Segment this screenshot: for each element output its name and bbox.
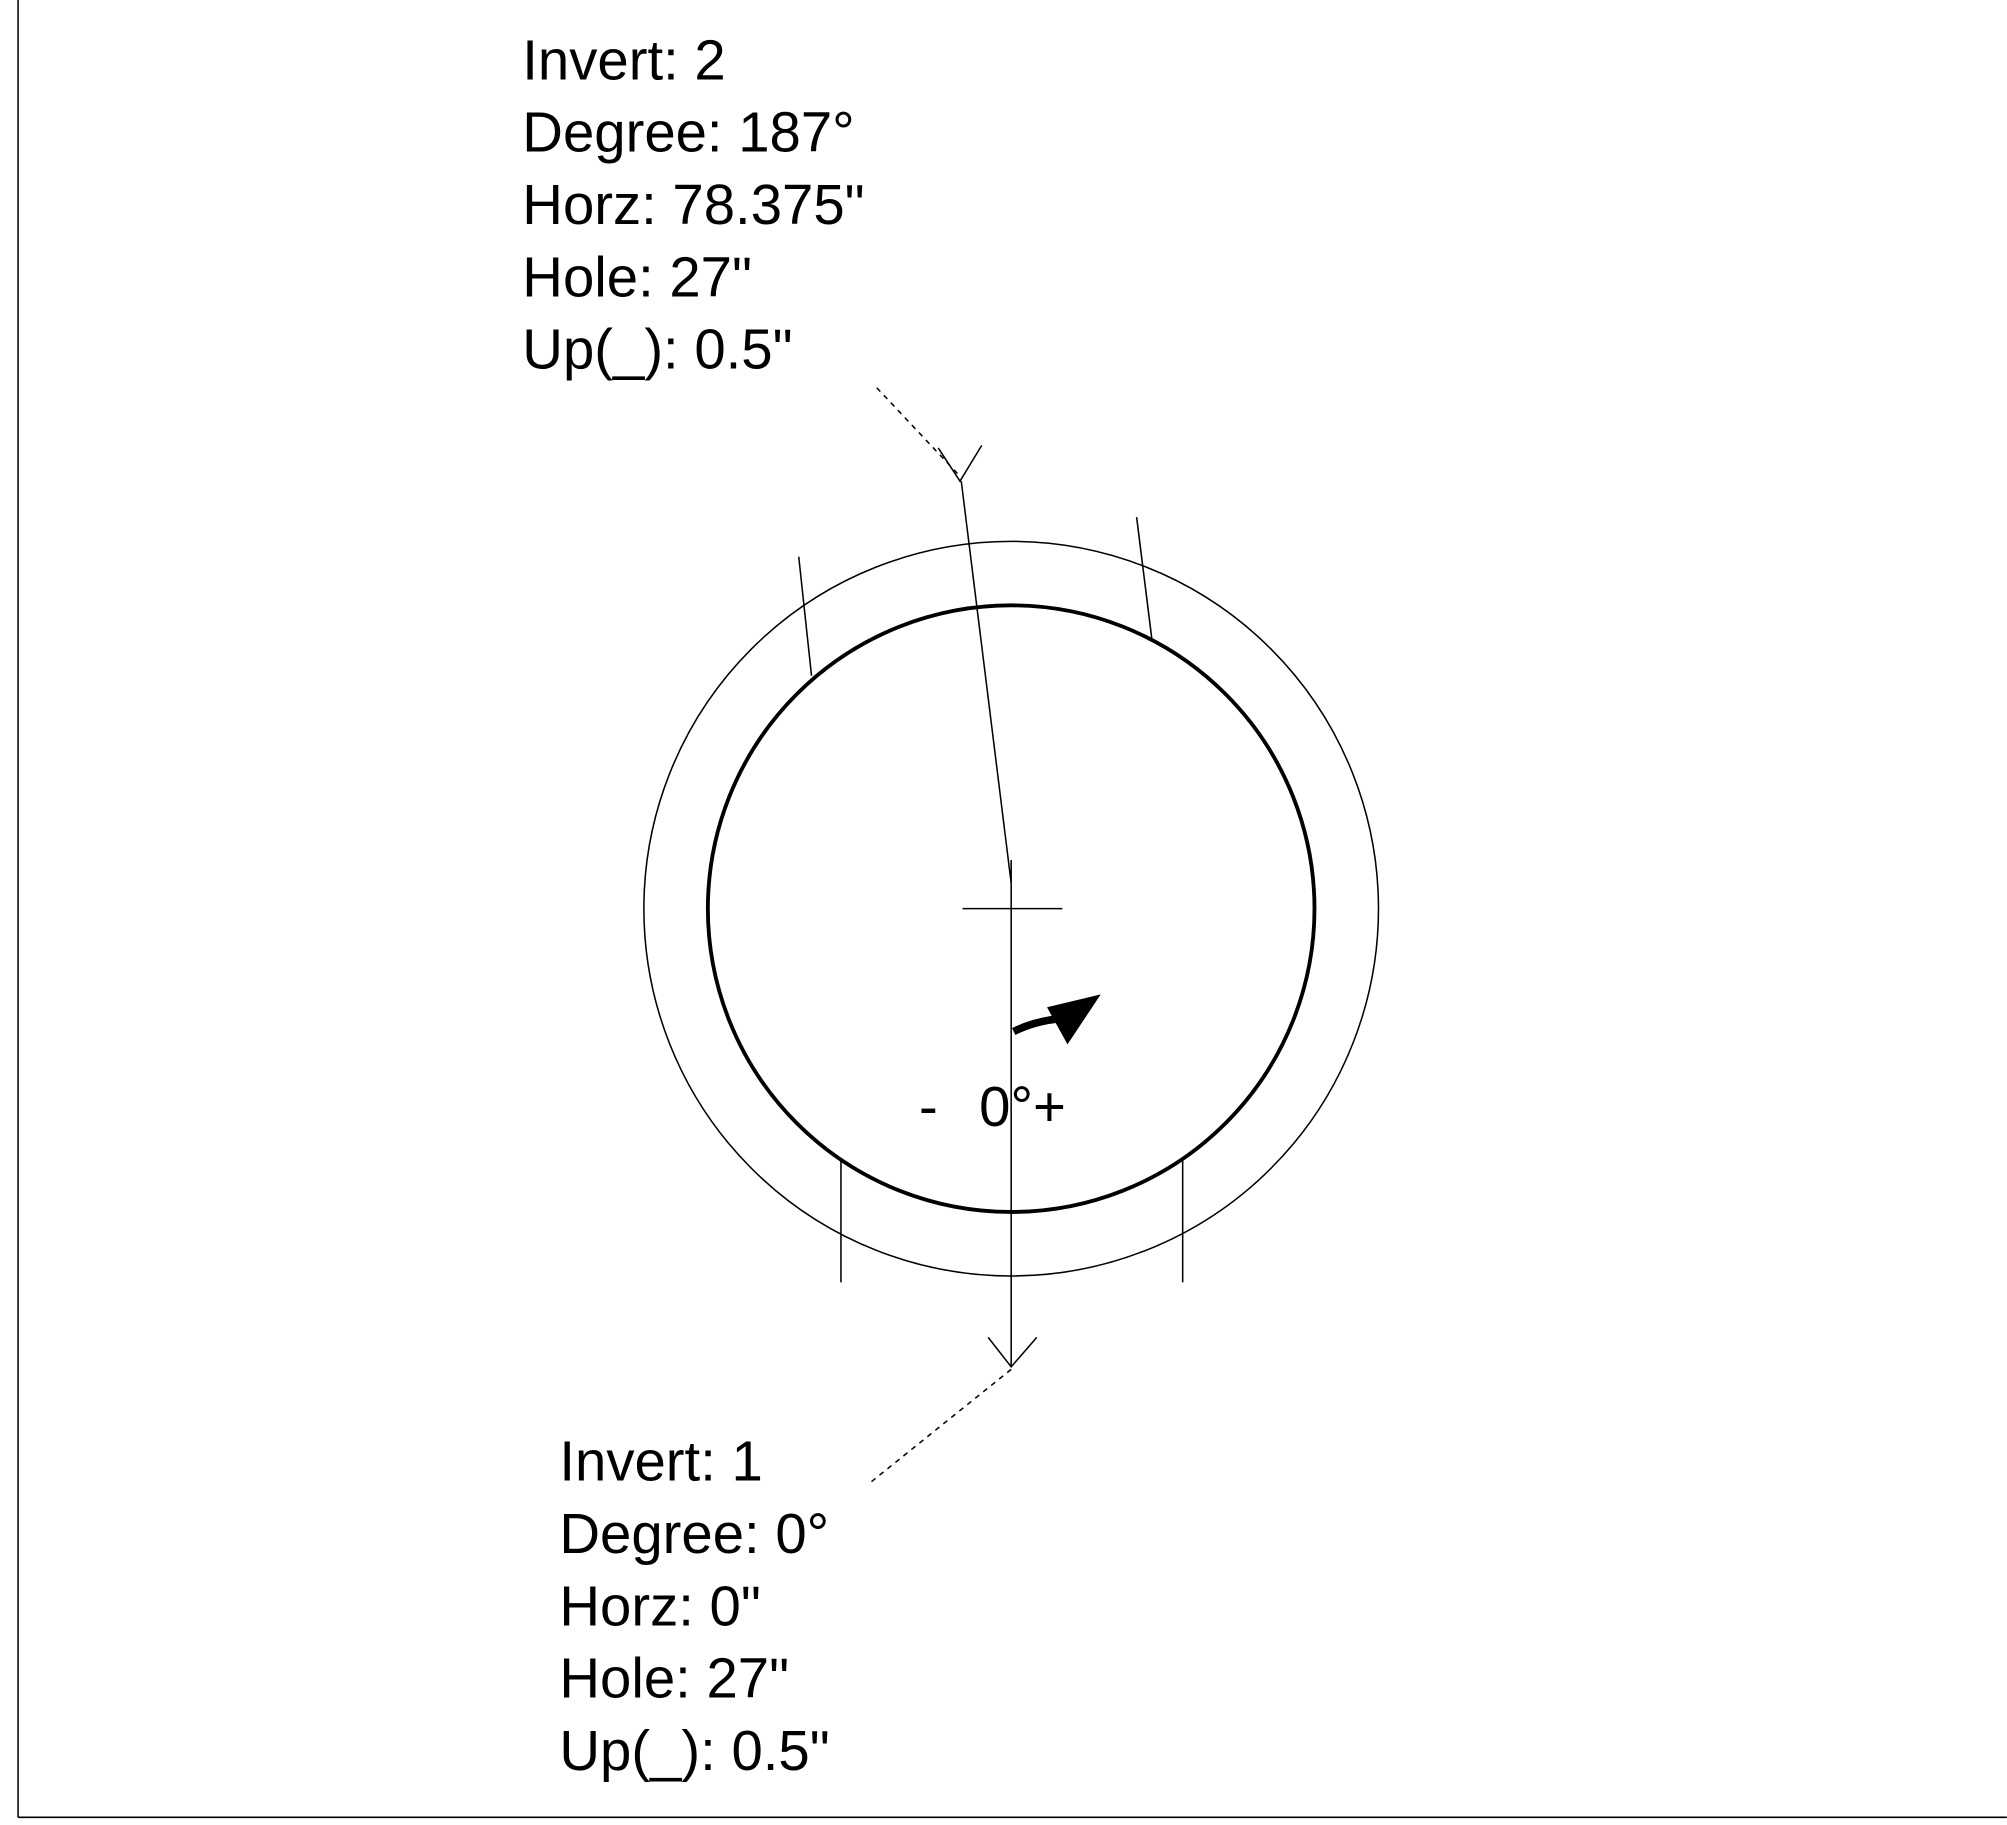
- upper-arrow: [937, 444, 983, 483]
- tick-line: [1135, 516, 1153, 640]
- rotation-plus: 0°+: [979, 1075, 1066, 1138]
- lower-arrow: [987, 1336, 1038, 1369]
- info-line: Degree: 187°: [522, 101, 854, 164]
- upper-info: Invert: 2 Degree: 187° Horz: 78.375" Hole: …: [522, 28, 864, 380]
- rotation-arrowhead: [1047, 994, 1101, 1045]
- info-line: Degree: 0°: [559, 1502, 829, 1565]
- info-line: Horz: 0": [559, 1574, 760, 1637]
- tick-line: [797, 556, 813, 676]
- info-line: Hole: 27": [522, 245, 752, 308]
- lower-info: Invert: 1 Degree: 0° Horz: 0" Hole: 27" Up(_…: [559, 1430, 829, 1782]
- rotation-minus: -: [919, 1075, 938, 1138]
- info-line: Invert: 2: [522, 28, 725, 91]
- upper-pipe-line: [960, 481, 1012, 884]
- info-line: Up(_): 0.5": [522, 318, 792, 381]
- info-line: Up(_): 0.5": [559, 1719, 829, 1782]
- info-line: Hole: 27": [559, 1647, 789, 1710]
- info-line: Horz: 78.375": [522, 173, 864, 236]
- info-line: Invert: 1: [559, 1430, 762, 1493]
